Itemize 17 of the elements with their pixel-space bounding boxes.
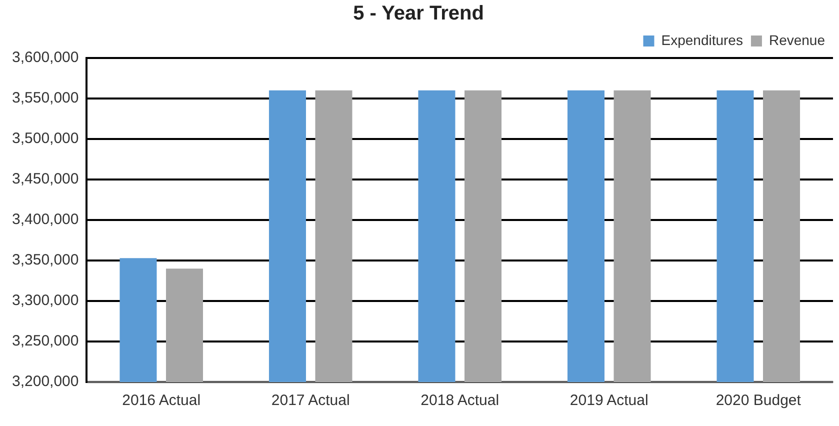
y-tick-label: 3,450,000 xyxy=(12,170,79,188)
legend-label: Expenditures xyxy=(661,32,743,48)
y-tick-label: 3,550,000 xyxy=(12,90,79,107)
y-tick-label: 3,400,000 xyxy=(12,211,79,228)
y-tick-label: 3,250,000 xyxy=(12,332,79,350)
x-tick-label: 2020 Budget xyxy=(716,392,802,410)
y-tick-label: 3,300,000 xyxy=(12,292,79,310)
x-tick-label: 2019 Actual xyxy=(570,392,648,410)
x-tick-label: 2018 Actual xyxy=(420,392,500,410)
chart-title: 5 - Year Trend xyxy=(353,2,484,25)
y-tick-label: 3,600,000 xyxy=(12,49,79,66)
y-tick-label: 3,200,000 xyxy=(12,373,79,390)
legend-label: Revenue xyxy=(768,32,826,48)
y-tick-label: 3,500,000 xyxy=(12,130,79,148)
y-tick-label: 3,350,000 xyxy=(12,252,79,269)
x-tick-label: 2016 Actual xyxy=(122,392,201,410)
x-tick-label: 2017 Actual xyxy=(271,392,350,410)
